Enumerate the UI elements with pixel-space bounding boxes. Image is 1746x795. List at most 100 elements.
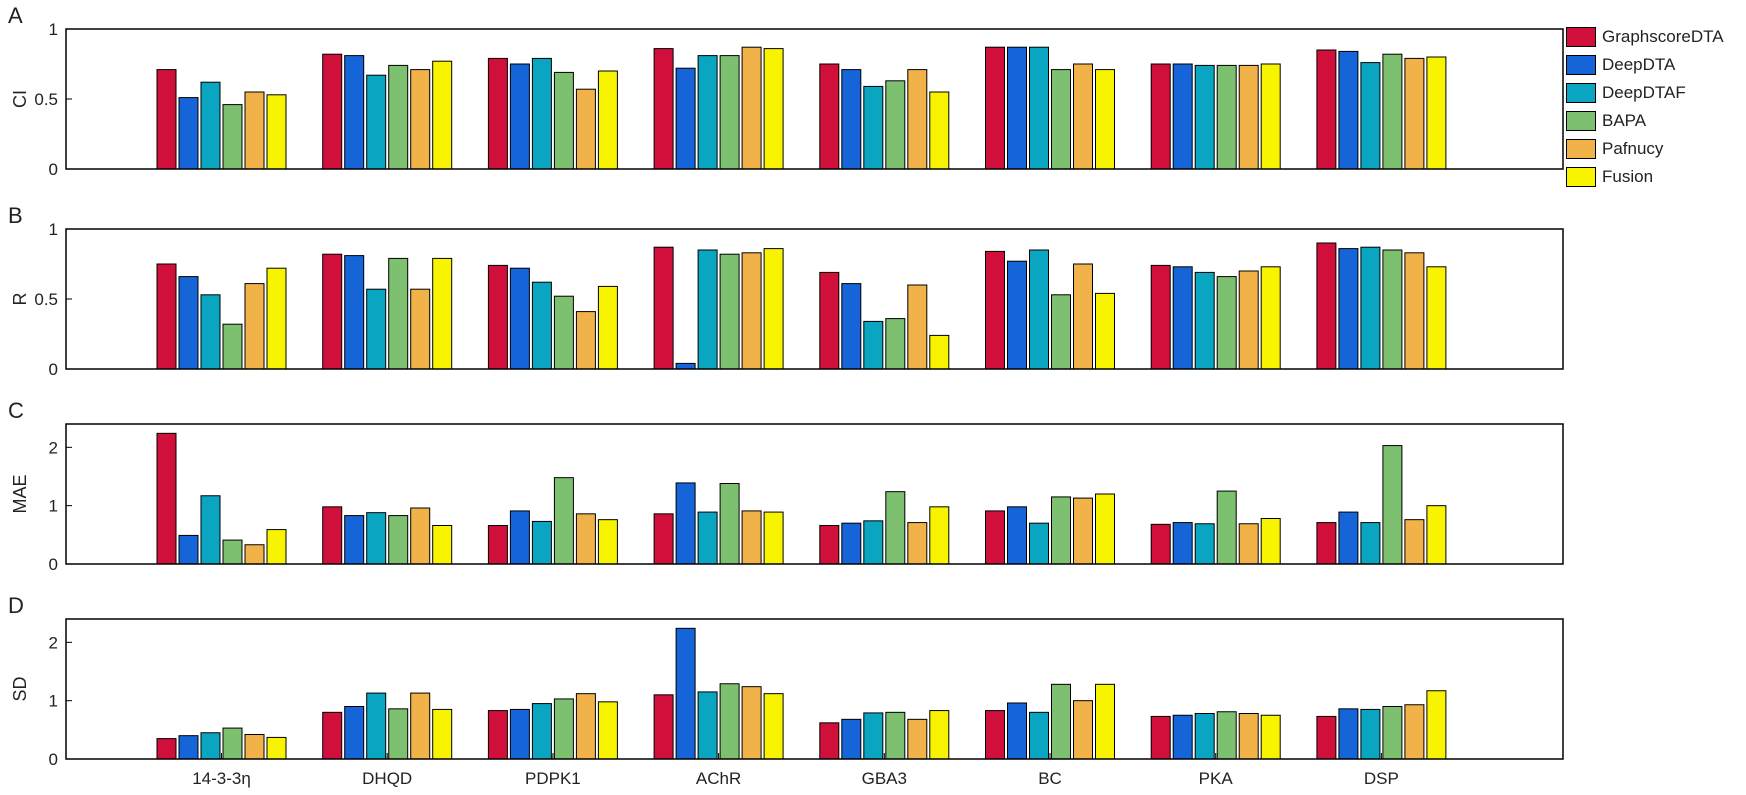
bar bbox=[388, 64, 409, 170]
bar bbox=[1338, 50, 1359, 170]
y-axis-label: SD bbox=[10, 676, 30, 701]
bar bbox=[366, 692, 387, 760]
bar bbox=[1007, 702, 1027, 760]
bar bbox=[1316, 715, 1337, 760]
bar bbox=[929, 506, 950, 565]
bar bbox=[653, 513, 674, 565]
bar bbox=[653, 48, 674, 170]
bar bbox=[487, 710, 508, 760]
bar bbox=[531, 703, 552, 760]
bar bbox=[1194, 523, 1215, 565]
bar bbox=[1150, 264, 1171, 370]
bar bbox=[885, 491, 906, 565]
legend-item: GraphscoreDTA bbox=[1566, 23, 1744, 51]
bar bbox=[907, 69, 928, 170]
bar bbox=[675, 67, 696, 170]
bar bbox=[1316, 49, 1337, 170]
x-tick-label: GBA3 bbox=[862, 769, 907, 788]
bar bbox=[719, 683, 740, 760]
bar bbox=[1172, 522, 1193, 565]
bar bbox=[1426, 266, 1447, 370]
bar bbox=[266, 267, 287, 370]
bar bbox=[1194, 713, 1215, 760]
legend-swatch bbox=[1566, 111, 1596, 131]
y-axis-label: MAE bbox=[10, 474, 30, 513]
legend-label: DeepDTA bbox=[1602, 55, 1676, 74]
bar bbox=[741, 252, 762, 370]
bar bbox=[553, 71, 574, 170]
bar bbox=[1238, 64, 1259, 170]
bar bbox=[719, 253, 740, 370]
bar bbox=[907, 284, 928, 370]
bar bbox=[1260, 714, 1281, 760]
bar bbox=[741, 46, 762, 170]
bar bbox=[1095, 292, 1115, 370]
bar bbox=[410, 288, 431, 370]
bar bbox=[1073, 497, 1093, 565]
bar bbox=[907, 522, 928, 565]
bar bbox=[1095, 683, 1115, 760]
x-tick-label: 14-3-3η bbox=[192, 769, 251, 788]
bar bbox=[1238, 270, 1259, 370]
panel-letter: C bbox=[8, 398, 24, 423]
bar bbox=[597, 285, 618, 370]
bar bbox=[1095, 69, 1115, 170]
bar bbox=[322, 711, 343, 760]
legend-item: Pafnucy bbox=[1566, 135, 1744, 163]
bar bbox=[1051, 496, 1071, 565]
bar bbox=[222, 323, 243, 370]
x-tick-label: BC bbox=[1038, 769, 1062, 788]
bar bbox=[156, 738, 177, 760]
x-tick-label: DSP bbox=[1364, 769, 1399, 788]
panel-letter: B bbox=[8, 203, 23, 228]
bar bbox=[531, 281, 552, 370]
legend-swatch bbox=[1566, 167, 1596, 187]
bar bbox=[1382, 53, 1403, 170]
bar bbox=[410, 507, 431, 565]
bar bbox=[1360, 708, 1381, 760]
bar bbox=[841, 283, 862, 370]
legend-item: BAPA bbox=[1566, 107, 1744, 135]
bar bbox=[553, 698, 574, 760]
bar bbox=[1172, 714, 1193, 760]
y-tick-label: 1 bbox=[49, 220, 58, 239]
bar bbox=[841, 522, 862, 565]
bar bbox=[410, 69, 431, 170]
bar bbox=[1238, 523, 1259, 565]
bar bbox=[432, 257, 453, 370]
bar bbox=[1216, 490, 1237, 565]
bar bbox=[1194, 271, 1215, 370]
bar bbox=[432, 708, 453, 760]
plot-area-frame bbox=[65, 618, 1564, 760]
bar bbox=[487, 264, 508, 370]
bar bbox=[178, 276, 199, 370]
bar bbox=[200, 732, 221, 760]
legend-label: GraphscoreDTA bbox=[1602, 27, 1724, 46]
bar bbox=[697, 249, 718, 370]
bar bbox=[1360, 522, 1381, 565]
bar bbox=[1426, 690, 1447, 760]
bar bbox=[653, 694, 674, 760]
bar bbox=[763, 248, 784, 370]
bar bbox=[1029, 249, 1049, 370]
bar bbox=[597, 701, 618, 760]
bar bbox=[1360, 246, 1381, 370]
bar bbox=[985, 510, 1005, 565]
bar bbox=[863, 520, 884, 565]
y-tick-label: 0.5 bbox=[34, 290, 58, 309]
bar bbox=[675, 482, 696, 565]
bar bbox=[487, 57, 508, 170]
bar bbox=[885, 318, 906, 370]
bar bbox=[1404, 252, 1425, 370]
bar bbox=[763, 48, 784, 170]
y-tick-label: 2 bbox=[49, 438, 58, 457]
bar bbox=[266, 94, 287, 170]
bar bbox=[156, 69, 177, 170]
bar bbox=[366, 288, 387, 370]
bar bbox=[1260, 266, 1281, 370]
bar bbox=[1051, 69, 1071, 170]
bar bbox=[1095, 493, 1115, 565]
y-tick-label: 0 bbox=[49, 555, 58, 574]
bar bbox=[156, 432, 177, 565]
